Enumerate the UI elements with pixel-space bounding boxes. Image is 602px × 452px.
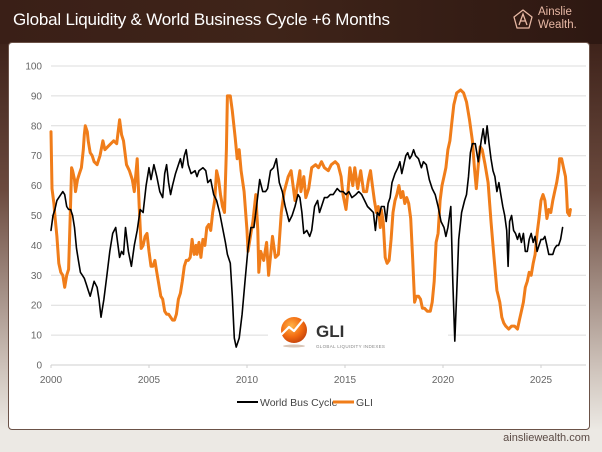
- y-tick-label: 20: [31, 301, 43, 312]
- page-title: Global Liquidity & World Business Cycle …: [13, 10, 390, 29]
- y-tick-label: 100: [25, 62, 42, 73]
- footer-url: ainsliewealth.com: [503, 432, 590, 444]
- y-tick-label: 0: [36, 361, 42, 372]
- y-tick-label: 30: [31, 271, 43, 282]
- x-tick-label: 2025: [530, 375, 553, 386]
- y-tick-label: 40: [31, 241, 43, 252]
- header-bar: Global Liquidity & World Business Cycle …: [0, 0, 602, 44]
- y-tick-label: 80: [31, 121, 43, 132]
- y-tick-label: 10: [31, 331, 43, 342]
- y-tick-label: 50: [31, 211, 43, 222]
- brand-line-2: Wealth.: [538, 18, 577, 31]
- brand-line-1: Ainslie: [538, 6, 572, 18]
- watermark-logo-text: GLI: [316, 322, 344, 341]
- series-lines: [49, 88, 572, 348]
- x-tick-label: 2015: [334, 375, 357, 386]
- gridlines: [51, 65, 586, 366]
- legend-label-world-bus-cycle: World Bus Cycle: [260, 397, 338, 409]
- legend-label-gli: GLI: [356, 397, 373, 409]
- y-axis-ticks: 0 10 20 30 40 50 60 70 80 90 100: [25, 62, 42, 372]
- y-tick-label: 60: [31, 181, 43, 192]
- x-tick-label: 2000: [40, 375, 63, 386]
- chart-legend: World Bus Cycle GLI: [237, 397, 373, 409]
- y-tick-label: 70: [31, 151, 43, 162]
- rising-arrow-sphere-icon: [280, 317, 307, 348]
- brand-logo: Ainslie Wealth.: [512, 5, 592, 35]
- x-axis-ticks: 2000 2005 2010 2015 2020 2025: [40, 365, 553, 386]
- ainslie-a-icon: [513, 9, 533, 29]
- brand-name: Ainslie Wealth.: [538, 6, 577, 31]
- series-line-gli: [49, 88, 572, 331]
- x-tick-label: 2020: [432, 375, 455, 386]
- x-tick-label: 2010: [236, 375, 259, 386]
- watermark-subtext: GLOBAL LIQUIDITY INDEXES: [316, 344, 385, 349]
- x-tick-label: 2005: [138, 375, 161, 386]
- gli-watermark: GLI GLOBAL LIQUIDITY INDEXES: [268, 311, 448, 353]
- y-tick-label: 90: [31, 91, 43, 102]
- series-line-world-bus-cycle: [50, 125, 564, 348]
